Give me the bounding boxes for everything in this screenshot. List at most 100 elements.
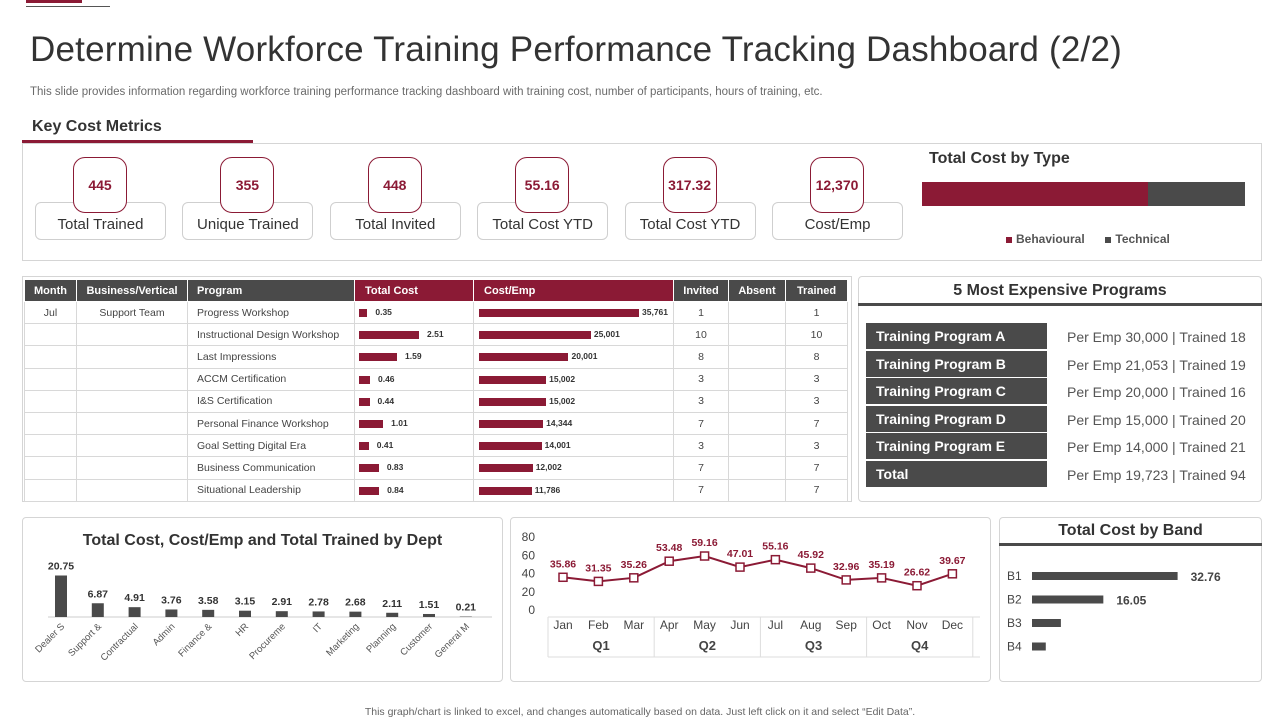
dept-bar-label: 3.15 bbox=[235, 596, 256, 608]
cell-invited: 8 bbox=[673, 345, 729, 369]
cell-month: Jul bbox=[24, 300, 77, 325]
dept-bar bbox=[165, 609, 178, 617]
band-bar bbox=[1032, 595, 1104, 604]
cell-cost-emp: 20,001 bbox=[473, 345, 674, 369]
program-info: Per Emp 14,000 | Trained 21 bbox=[1067, 439, 1246, 456]
cell-cost-emp: 12,002 bbox=[473, 456, 674, 480]
y-tick-label: 80 bbox=[522, 530, 536, 544]
cell-program: I&S Certification bbox=[187, 389, 355, 413]
line-point-label: 32.96 bbox=[833, 561, 859, 573]
cost-by-type-bar bbox=[922, 182, 1245, 206]
total-cost-value: 0.41 bbox=[376, 440, 394, 451]
line-point-label: 47.01 bbox=[727, 548, 753, 560]
cell-program: Situational Leadership bbox=[187, 478, 355, 502]
quarter-label: Q1 bbox=[592, 638, 609, 653]
dept-bar-label: 0.21 bbox=[456, 602, 477, 614]
monthly-chart-panel bbox=[510, 517, 991, 682]
program-info: Per Emp 19,723 | Trained 94 bbox=[1067, 467, 1246, 483]
legend-technical: Technical bbox=[1115, 232, 1170, 246]
cell-trained: 7 bbox=[785, 411, 848, 436]
cell-absent bbox=[728, 411, 786, 436]
month-label: Sep bbox=[836, 618, 858, 632]
band-label: B3 bbox=[1007, 616, 1022, 630]
cost-emp-bar bbox=[479, 464, 533, 473]
program-table-body: Jul Support Team Progress Workshop 0.35 35,7… bbox=[24, 300, 848, 502]
cell-absent bbox=[728, 456, 786, 480]
line-point bbox=[664, 556, 674, 566]
total-cost-bar bbox=[359, 419, 384, 428]
cell-month bbox=[24, 345, 77, 369]
kpi-value: 445 bbox=[73, 157, 127, 213]
month-label: Jun bbox=[730, 618, 749, 632]
cost-emp-value: 25,001 bbox=[593, 329, 620, 340]
table-row: Jul Support Team Progress Workshop 0.35 35,7… bbox=[24, 300, 848, 325]
dept-category-label: IT bbox=[311, 621, 325, 635]
cell-cost-emp: 15,002 bbox=[473, 367, 674, 391]
col-month: Month bbox=[24, 279, 77, 302]
cell-program: Goal Setting Digital Era bbox=[187, 434, 355, 458]
dept-category-label: Customer bbox=[398, 621, 435, 658]
quarter-label: Q3 bbox=[805, 638, 822, 653]
table-row: ACCM Certification 0.46 15,002 3 3 bbox=[24, 367, 848, 391]
dept-bar-label: 4.91 bbox=[124, 592, 145, 604]
cell-invited: 7 bbox=[673, 456, 729, 480]
cell-total-cost: 1.59 bbox=[354, 345, 474, 369]
dept-bar-label: 2.68 bbox=[345, 597, 366, 609]
dept-chart-title: Total Cost, Cost/Emp and Total Trained b… bbox=[82, 532, 443, 549]
cell-total-cost: 1.01 bbox=[354, 411, 474, 436]
dept-bar-label: 2.91 bbox=[272, 596, 293, 608]
cell-program: Progress Workshop bbox=[187, 300, 355, 325]
kpi-value: 448 bbox=[367, 157, 422, 213]
cell-month bbox=[24, 434, 77, 458]
cost-emp-value: 14,001 bbox=[544, 440, 571, 451]
cell-trained: 3 bbox=[785, 434, 848, 458]
cell-total-cost: 0.44 bbox=[354, 389, 474, 413]
line-point bbox=[629, 573, 639, 583]
line-point-label: 45.92 bbox=[798, 549, 824, 561]
cell-vertical bbox=[76, 434, 188, 458]
cell-cost-emp: 15,002 bbox=[473, 389, 674, 413]
line-point-label: 39.67 bbox=[939, 555, 965, 567]
dept-bar-label: 1.51 bbox=[419, 599, 440, 611]
cost-emp-bar bbox=[479, 331, 591, 340]
total-cost-value: 1.59 bbox=[405, 351, 422, 362]
cell-cost-emp: 11,786 bbox=[473, 478, 674, 502]
cell-cost-emp: 14,001 bbox=[473, 434, 674, 458]
monthly-line-chart: 0 20 40 60 80 35.86 Jan 31.35 Feb 35.26 Mar 53.48 Ap… bbox=[522, 530, 980, 658]
cell-program: Personal Finance Workshop bbox=[187, 411, 355, 436]
band-bar bbox=[1032, 619, 1061, 627]
cost-emp-bar bbox=[479, 309, 639, 317]
cost-emp-value: 15,002 bbox=[549, 373, 576, 384]
cell-month bbox=[24, 367, 77, 391]
total-cost-value: 1.01 bbox=[391, 417, 408, 428]
kpi-value: 12,370 bbox=[810, 157, 864, 213]
cost-emp-value: 15,002 bbox=[549, 395, 576, 406]
cell-invited: 7 bbox=[673, 411, 729, 436]
cell-invited: 1 bbox=[673, 300, 729, 325]
page-title: Determine Workforce Training Performance… bbox=[30, 30, 1122, 69]
col-trained: Trained bbox=[785, 279, 848, 302]
cell-invited: 10 bbox=[673, 323, 729, 347]
line-point-label: 26.62 bbox=[904, 567, 930, 579]
cost-emp-value: 12,002 bbox=[535, 462, 562, 473]
dept-bar-label: 6.87 bbox=[88, 588, 109, 600]
dept-category-label: Dealer S bbox=[33, 621, 67, 655]
col-vertical: Business/Vertical bbox=[76, 279, 188, 302]
program-table-wrapper: Month Business/Vertical Program Total Co… bbox=[24, 279, 848, 502]
total-cost-value: 0.44 bbox=[377, 395, 395, 406]
dept-category-label: Contractual bbox=[99, 621, 141, 663]
cell-month bbox=[24, 411, 77, 436]
band-bar-chart: B1 32.76 B2 16.05 B3 B4 bbox=[1007, 569, 1221, 654]
dept-chart-panel bbox=[22, 517, 503, 682]
band-bar bbox=[1032, 572, 1178, 580]
cell-total-cost: 2.51 bbox=[354, 323, 474, 347]
table-row: Business Communication 0.83 12,002 7 7 bbox=[24, 456, 848, 480]
y-tick-label: 0 bbox=[528, 603, 535, 617]
band-value: 16.05 bbox=[1116, 594, 1146, 608]
total-cost-value: 0.46 bbox=[377, 373, 395, 384]
cell-program: Instructional Design Workshop bbox=[187, 323, 355, 347]
line-point bbox=[770, 554, 781, 565]
program-info: Per Emp 21,053 | Trained 19 bbox=[1067, 356, 1246, 373]
month-label: Mar bbox=[623, 618, 644, 632]
cell-program: ACCM Certification bbox=[187, 367, 355, 391]
